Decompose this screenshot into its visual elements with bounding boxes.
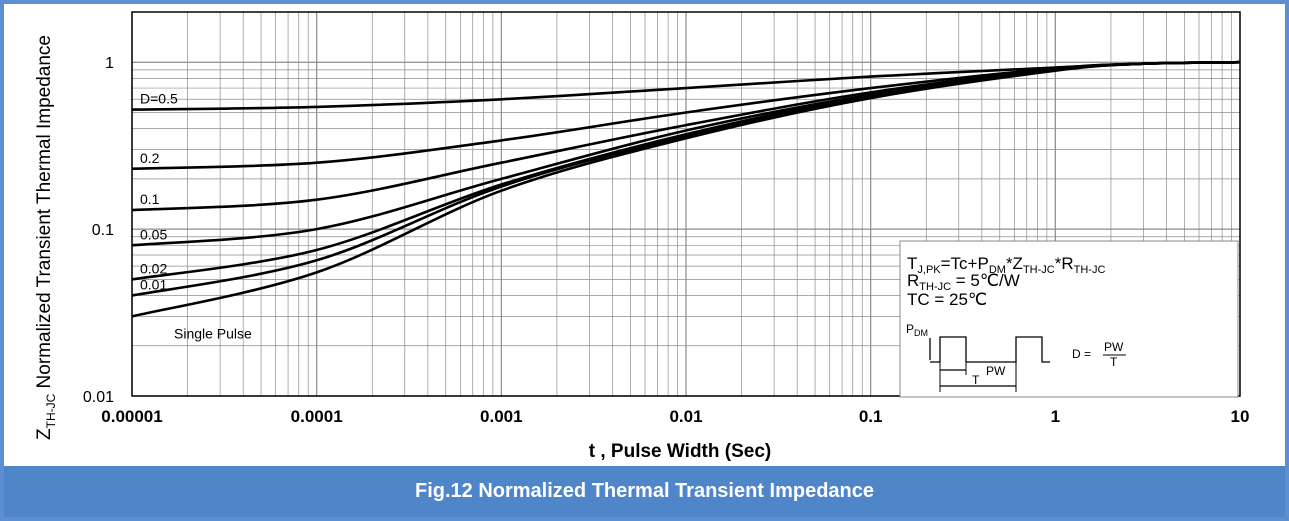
series-label: 0.2 — [140, 150, 160, 166]
curves — [131, 60, 1241, 318]
plot-area — [131, 11, 1241, 397]
y-axis-label: ZTH-JC Normalized Transient Thermal Impe… — [34, 35, 58, 440]
pulse-diagram — [929, 336, 1050, 392]
curve-labels: D=0.5 0.2 0.1 0.05 0.020.01 Single Pulse — [140, 91, 252, 342]
series-label: 0.01 — [140, 277, 167, 293]
formula-box: TJ,PK=Tc+PDM*ZTH-JC*RTH-JC RTH-JC = 5℃/W… — [899, 240, 1239, 398]
y-tick-label: 0.1 — [92, 222, 114, 239]
pulse-pdm-label: PDM — [906, 322, 928, 338]
y-tick-label: 1 — [105, 55, 114, 72]
series-label: 0.05 — [140, 226, 167, 242]
formula-line-3: TC = 25℃ — [907, 290, 987, 309]
x-tick-label: 0.00001 — [101, 407, 162, 426]
duty-cycle-label: D = — [1072, 347, 1091, 361]
pulse-pw-label: PW — [986, 364, 1006, 378]
x-tick-label: 10 — [1231, 407, 1250, 426]
series-label: Single Pulse — [174, 325, 252, 341]
x-tick-label: 0.001 — [480, 407, 523, 426]
x-tick-label: 0.01 — [669, 407, 702, 426]
x-axis-label: t , Pulse Width (Sec) — [589, 441, 771, 462]
series-label: D=0.5 — [140, 91, 178, 107]
duty-numerator: PW — [1104, 340, 1124, 354]
series-line — [131, 60, 1241, 318]
duty-denominator: T — [1110, 355, 1118, 369]
x-tick-label: 1 — [1051, 407, 1060, 426]
pulse-t-label: T — [972, 373, 980, 387]
formula-line-1: TJ,PK=Tc+PDM*ZTH-JC*RTH-JC — [907, 254, 1105, 276]
x-tick-label: 0.0001 — [291, 407, 343, 426]
figure-caption: Fig.12 Normalized Thermal Transient Impe… — [4, 466, 1285, 517]
x-tick-label: 0.1 — [859, 407, 883, 426]
tick-labels: 0.00001 0.0001 0.001 0.01 0.1 1 10 0.01 0.1 1 — [83, 55, 1250, 426]
y-tick-label: 0.01 — [83, 389, 114, 406]
formula-line-2: RTH-JC = 5℃/W — [907, 271, 1020, 293]
series-label: 0.02 — [140, 260, 167, 276]
series-label: 0.1 — [140, 191, 160, 207]
